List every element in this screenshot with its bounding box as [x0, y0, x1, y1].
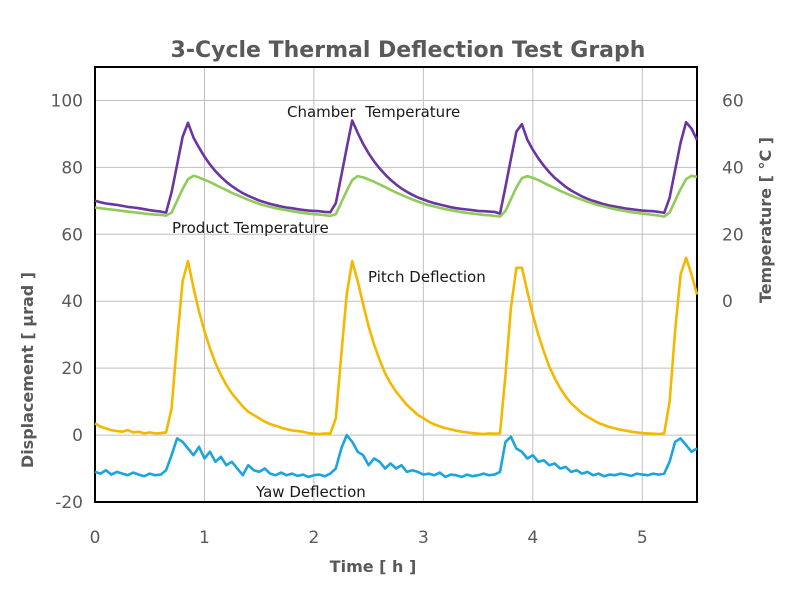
x-axis-label: Time [ h ] — [330, 557, 417, 576]
y-tick-label: 60 — [61, 225, 83, 245]
series-line-yaw — [94, 433, 698, 479]
series-line-product — [94, 174, 698, 218]
annotation-chamber-temperature: Chamber Temperature — [287, 103, 460, 121]
series-group — [94, 119, 699, 479]
y-tick-labels: -20 0 20 40 60 80 100 — [51, 91, 83, 513]
y-tick-label: 100 — [51, 91, 83, 111]
x-tick-label: 5 — [637, 528, 648, 548]
gridlines — [94, 67, 697, 503]
series-line-pitch — [94, 256, 699, 436]
y-tick-label: 40 — [61, 292, 83, 312]
y2-tick-label: 20 — [722, 225, 744, 245]
x-tick-label: 2 — [308, 528, 319, 548]
y-tick-label: 20 — [61, 359, 83, 379]
x-tick-label: 1 — [199, 528, 210, 548]
y-tick-label: 80 — [61, 158, 83, 178]
y2-tick-label: 0 — [722, 292, 733, 312]
x-tick-label: 4 — [527, 528, 538, 548]
annotation-product-temperature: Product Temperature — [172, 219, 329, 237]
y2-tick-labels: 0 20 40 60 — [722, 91, 744, 312]
x-tick-label: 3 — [418, 528, 429, 548]
y-tick-label: 0 — [72, 426, 83, 446]
y2-tick-label: 60 — [722, 91, 744, 111]
y2-axis-label: Temperature [ °C ] — [756, 137, 775, 303]
x-tick-labels: 0 1 2 3 4 5 — [90, 528, 648, 548]
annotation-pitch-deflection: Pitch Deflection — [368, 268, 486, 286]
y-axis-label: Displacement [ μrad ] — [18, 272, 37, 468]
y-tick-label: -20 — [55, 493, 83, 513]
chart-title: 3-Cycle Thermal Deflection Test Graph — [171, 38, 646, 63]
y2-tick-label: 40 — [722, 158, 744, 178]
x-tick-label: 0 — [90, 528, 101, 548]
series-line-chamber — [94, 119, 699, 215]
plot-frame — [94, 66, 698, 503]
annotation-yaw-deflection: Yaw Deflection — [255, 483, 366, 501]
